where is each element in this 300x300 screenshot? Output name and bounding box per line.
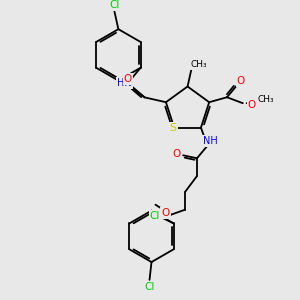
Text: CH₃: CH₃	[257, 95, 274, 104]
Text: Cl: Cl	[150, 211, 160, 220]
Text: O: O	[124, 74, 132, 84]
Text: O: O	[248, 100, 256, 110]
Text: O: O	[172, 149, 180, 159]
Text: O: O	[237, 76, 245, 86]
Text: Cl: Cl	[144, 282, 155, 292]
Text: CH₃: CH₃	[190, 60, 207, 69]
Text: S: S	[169, 123, 177, 133]
Text: NH: NH	[203, 136, 218, 146]
Text: HN: HN	[117, 77, 132, 88]
Text: Cl: Cl	[109, 0, 120, 11]
Text: O: O	[161, 208, 170, 218]
